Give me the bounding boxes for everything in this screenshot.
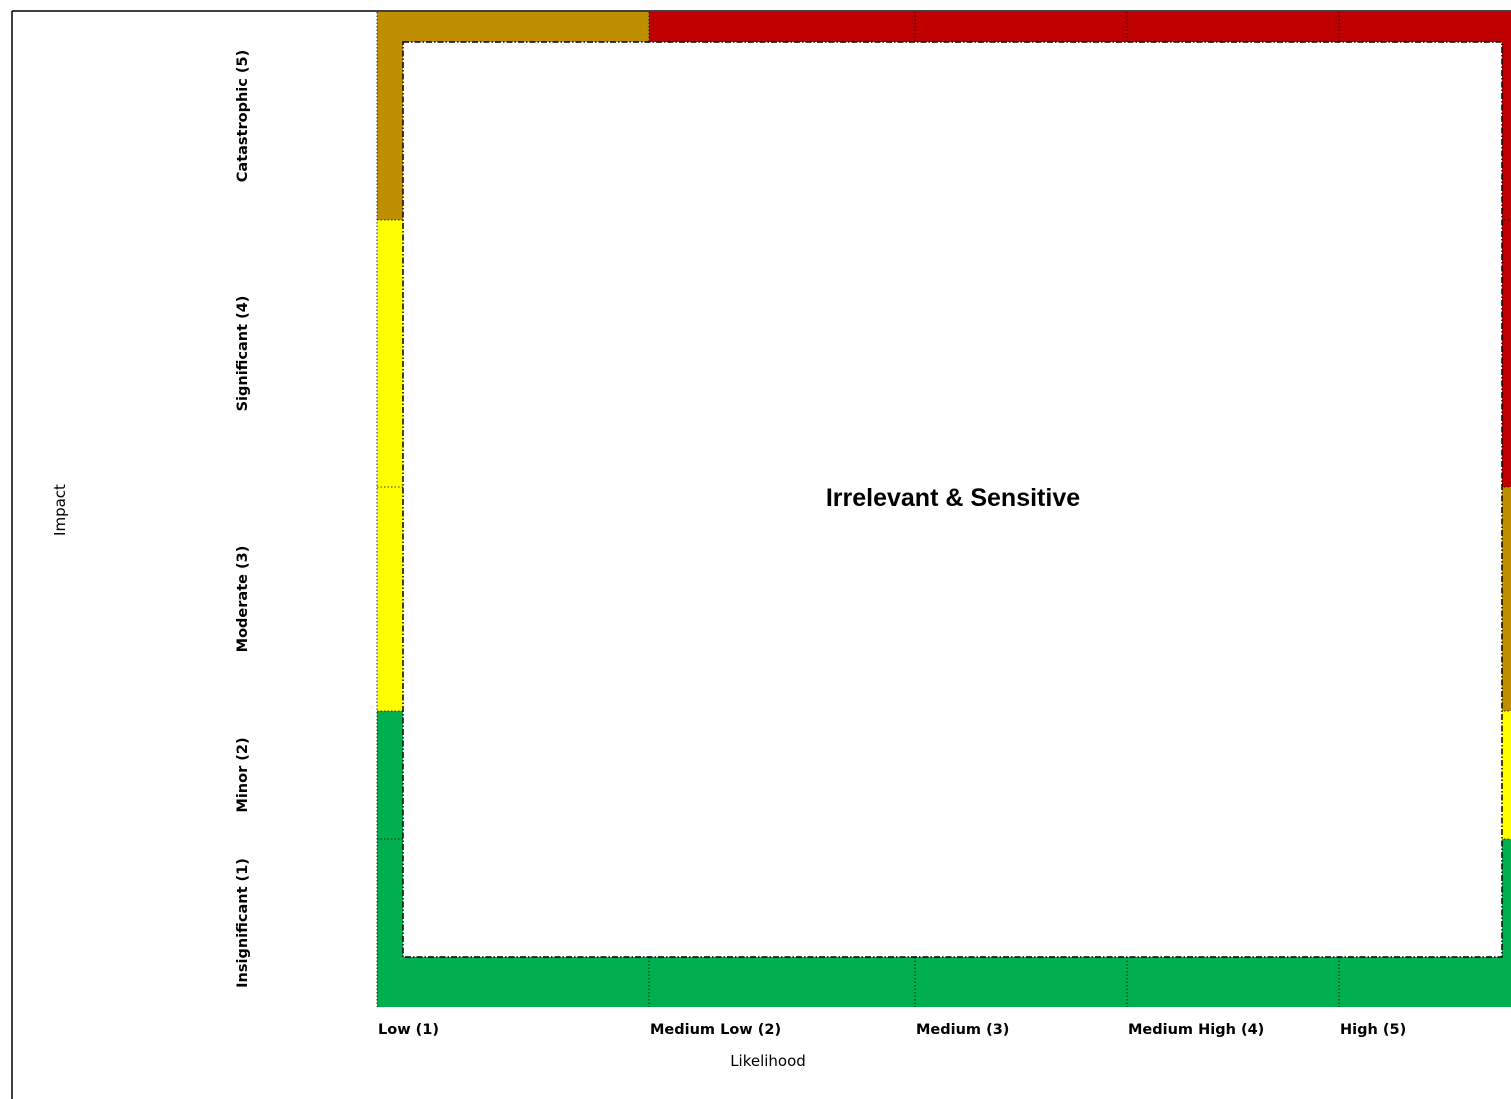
y-tick-label: Insignificant (1) — [235, 858, 251, 988]
y-tick-label: Significant (4) — [235, 296, 251, 412]
x-tick-label: High (5) — [1340, 1022, 1406, 1038]
x-axis-title: Likelihood — [730, 1052, 806, 1070]
y-axis-title: Impact — [51, 484, 69, 536]
y-tick-label: Catastrophic (5) — [235, 50, 251, 182]
y-tick-label: Minor (2) — [235, 737, 251, 812]
overlay-region — [402, 41, 1503, 958]
y-tick-label: Moderate (3) — [235, 546, 251, 653]
x-tick-label: Medium (3) — [916, 1022, 1009, 1038]
overlay-label: Irrelevant & Sensitive — [826, 484, 1080, 512]
y-tick-labels: Insignificant (1) Minor (2) Moderate (3) Si… — [235, 50, 251, 988]
x-tick-label: Medium High (4) — [1128, 1022, 1264, 1038]
x-tick-label: Medium Low (2) — [650, 1022, 781, 1038]
x-tick-labels: Low (1) Medium Low (2) Medium (3) Medium Hi… — [378, 1022, 1406, 1038]
x-tick-label: Low (1) — [378, 1022, 439, 1038]
